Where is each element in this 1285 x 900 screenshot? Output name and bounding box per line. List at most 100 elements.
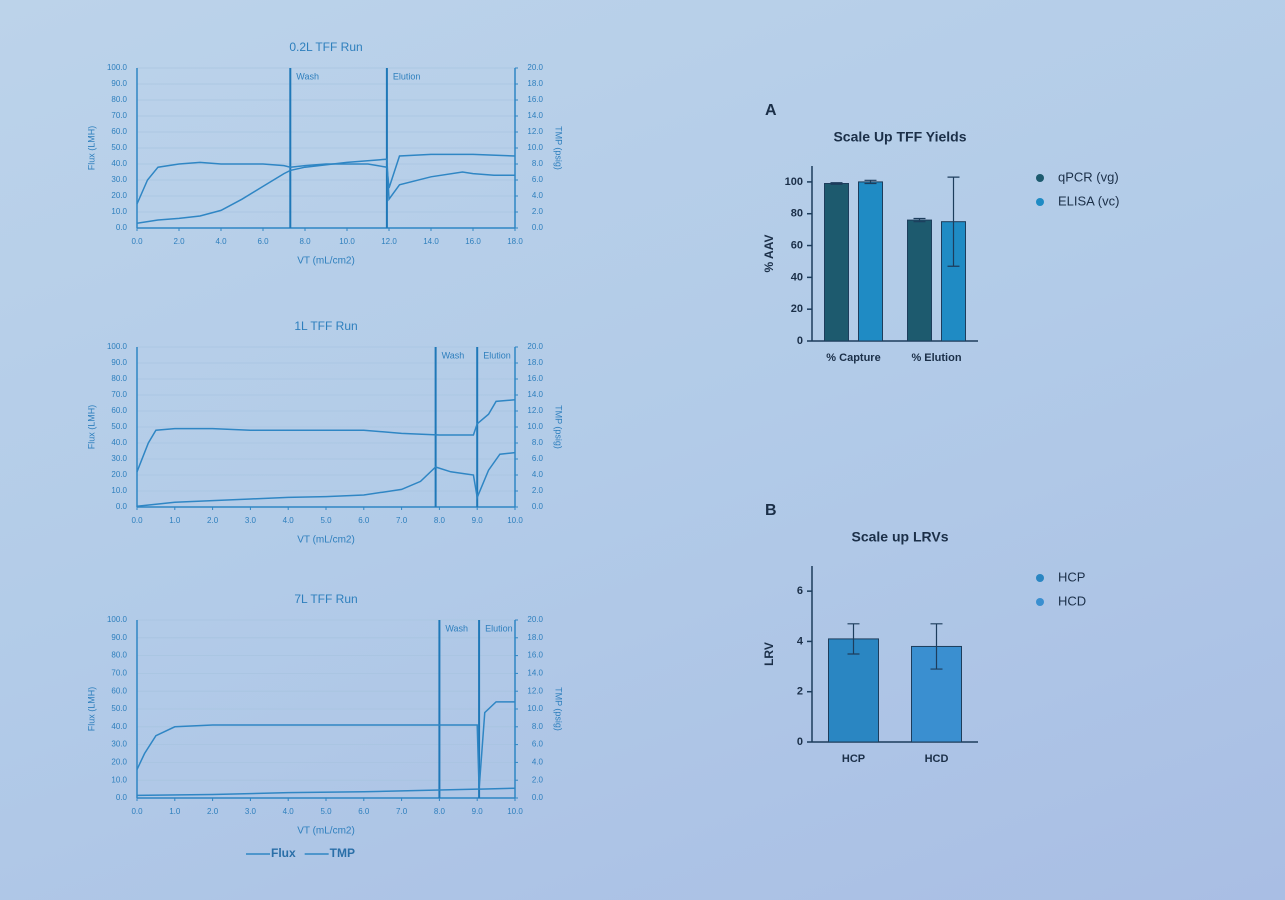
y2-tick-label: 4.0 xyxy=(532,470,544,479)
y-tick-label: 70.0 xyxy=(111,669,127,678)
y2-axis-label: TMP (psig) xyxy=(554,126,564,170)
legend-marker xyxy=(1036,598,1044,606)
y-axis-label: % AAV xyxy=(762,234,776,272)
y2-tick-label: 12.0 xyxy=(527,406,543,415)
bar xyxy=(828,638,879,743)
y2-tick-label: 20.0 xyxy=(527,615,543,624)
x-tick-label: 10.0 xyxy=(507,807,523,816)
y-tick-label: 40 xyxy=(791,271,803,283)
y-tick-label: 0.0 xyxy=(116,793,128,802)
series-line xyxy=(136,399,516,473)
y-axis-label: Flux (LMH) xyxy=(86,126,96,171)
y2-tick-label: 16.0 xyxy=(527,95,543,104)
x-tick-label: 4.0 xyxy=(215,237,227,246)
y-tick-label: 80.0 xyxy=(111,95,127,104)
y-tick-label: 6 xyxy=(797,585,803,597)
x-tick-label: 4.0 xyxy=(283,516,295,525)
y2-tick-label: 16.0 xyxy=(527,374,543,383)
y2-tick-label: 8.0 xyxy=(532,722,544,731)
legend-label: qPCR (vg) xyxy=(1058,169,1119,184)
bar xyxy=(858,181,883,342)
x-tick-label: 10.0 xyxy=(339,237,355,246)
x-tick-label: 18.0 xyxy=(507,237,523,246)
legend-label: HCP xyxy=(1058,569,1085,584)
y-tick-label: 0 xyxy=(797,736,803,748)
y-tick-label: 0 xyxy=(797,335,803,347)
y2-axis-label: TMP (psig) xyxy=(554,405,564,449)
y2-tick-label: 0.0 xyxy=(532,223,544,232)
y2-tick-label: 14.0 xyxy=(527,390,543,399)
error-bar xyxy=(830,182,843,185)
x-axis-label: VT (mL/cm2) xyxy=(297,256,355,267)
chart-title: 0.2L TFF Run xyxy=(289,40,362,54)
y2-tick-label: 2.0 xyxy=(532,775,544,784)
y-tick-label: 40.0 xyxy=(111,722,127,731)
y2-axis-label: TMP (psig) xyxy=(554,687,564,731)
y-tick-label: 20 xyxy=(791,303,803,315)
y2-tick-label: 14.0 xyxy=(527,111,543,120)
y-tick-label: 20.0 xyxy=(111,470,127,479)
y-axis-label: Flux (LMH) xyxy=(86,687,96,732)
panel-label: A xyxy=(765,102,777,119)
x-axis-label: VT (mL/cm2) xyxy=(297,826,355,837)
x-tick-label: % Capture xyxy=(826,352,880,364)
series-line xyxy=(136,787,516,797)
phase-label: Wash xyxy=(442,350,465,360)
y-tick-label: 20.0 xyxy=(111,191,127,200)
x-tick-label: 8.0 xyxy=(434,516,446,525)
y-tick-label: 10.0 xyxy=(111,207,127,216)
y2-tick-label: 2.0 xyxy=(532,486,544,495)
y-tick-label: 0.0 xyxy=(116,223,128,232)
y2-tick-label: 6.0 xyxy=(532,740,544,749)
y2-tick-label: 10.0 xyxy=(527,422,543,431)
y-tick-label: 100.0 xyxy=(107,63,128,72)
x-tick-label: 8.0 xyxy=(299,237,311,246)
legend-marker xyxy=(1036,174,1044,182)
chart-title: 7L TFF Run xyxy=(294,592,357,606)
y-tick-label: 10.0 xyxy=(111,775,127,784)
x-tick-label: HCD xyxy=(925,753,949,765)
legend-label: HCD xyxy=(1058,593,1086,608)
error-bar xyxy=(864,179,877,185)
series-line xyxy=(136,701,515,790)
y2-tick-label: 0.0 xyxy=(532,502,544,511)
legend-label: TMP xyxy=(330,846,355,860)
phase-label: Elution xyxy=(483,350,511,360)
x-tick-label: 7.0 xyxy=(396,516,408,525)
phase-label: Wash xyxy=(296,71,319,81)
x-tick-label: 2.0 xyxy=(207,807,219,816)
y2-tick-label: 18.0 xyxy=(527,633,543,642)
y-tick-label: 70.0 xyxy=(111,390,127,399)
chart-title: Scale Up TFF Yields xyxy=(833,129,966,145)
legend-label: ELISA (vc) xyxy=(1058,193,1119,208)
y-tick-label: 60.0 xyxy=(111,406,127,415)
y2-tick-label: 4.0 xyxy=(532,191,544,200)
x-tick-label: 9.0 xyxy=(472,807,484,816)
bar xyxy=(824,183,849,342)
y2-tick-label: 16.0 xyxy=(527,651,543,660)
error-bar xyxy=(930,623,943,670)
y-tick-label: 80.0 xyxy=(111,374,127,383)
x-tick-label: 3.0 xyxy=(245,516,257,525)
y-tick-label: 30.0 xyxy=(111,175,127,184)
x-tick-label: 1.0 xyxy=(169,807,181,816)
y2-tick-label: 6.0 xyxy=(532,454,544,463)
series-line xyxy=(136,153,516,205)
bar xyxy=(907,219,932,342)
y-tick-label: 30.0 xyxy=(111,740,127,749)
y2-tick-label: 8.0 xyxy=(532,159,544,168)
y2-tick-label: 8.0 xyxy=(532,438,544,447)
y-tick-label: 40.0 xyxy=(111,438,127,447)
x-axis-label: VT (mL/cm2) xyxy=(297,535,355,546)
series-line xyxy=(136,451,516,507)
y-tick-label: 50.0 xyxy=(111,704,127,713)
legend-label: Flux xyxy=(271,846,296,860)
y-tick-label: 80.0 xyxy=(111,651,127,660)
x-tick-label: 6.0 xyxy=(358,807,370,816)
x-tick-label: 5.0 xyxy=(320,516,332,525)
y-axis-label: Flux (LMH) xyxy=(86,405,96,450)
y-tick-label: 70.0 xyxy=(111,111,127,120)
y2-tick-label: 14.0 xyxy=(527,669,543,678)
chart-title: Scale up LRVs xyxy=(851,529,948,545)
